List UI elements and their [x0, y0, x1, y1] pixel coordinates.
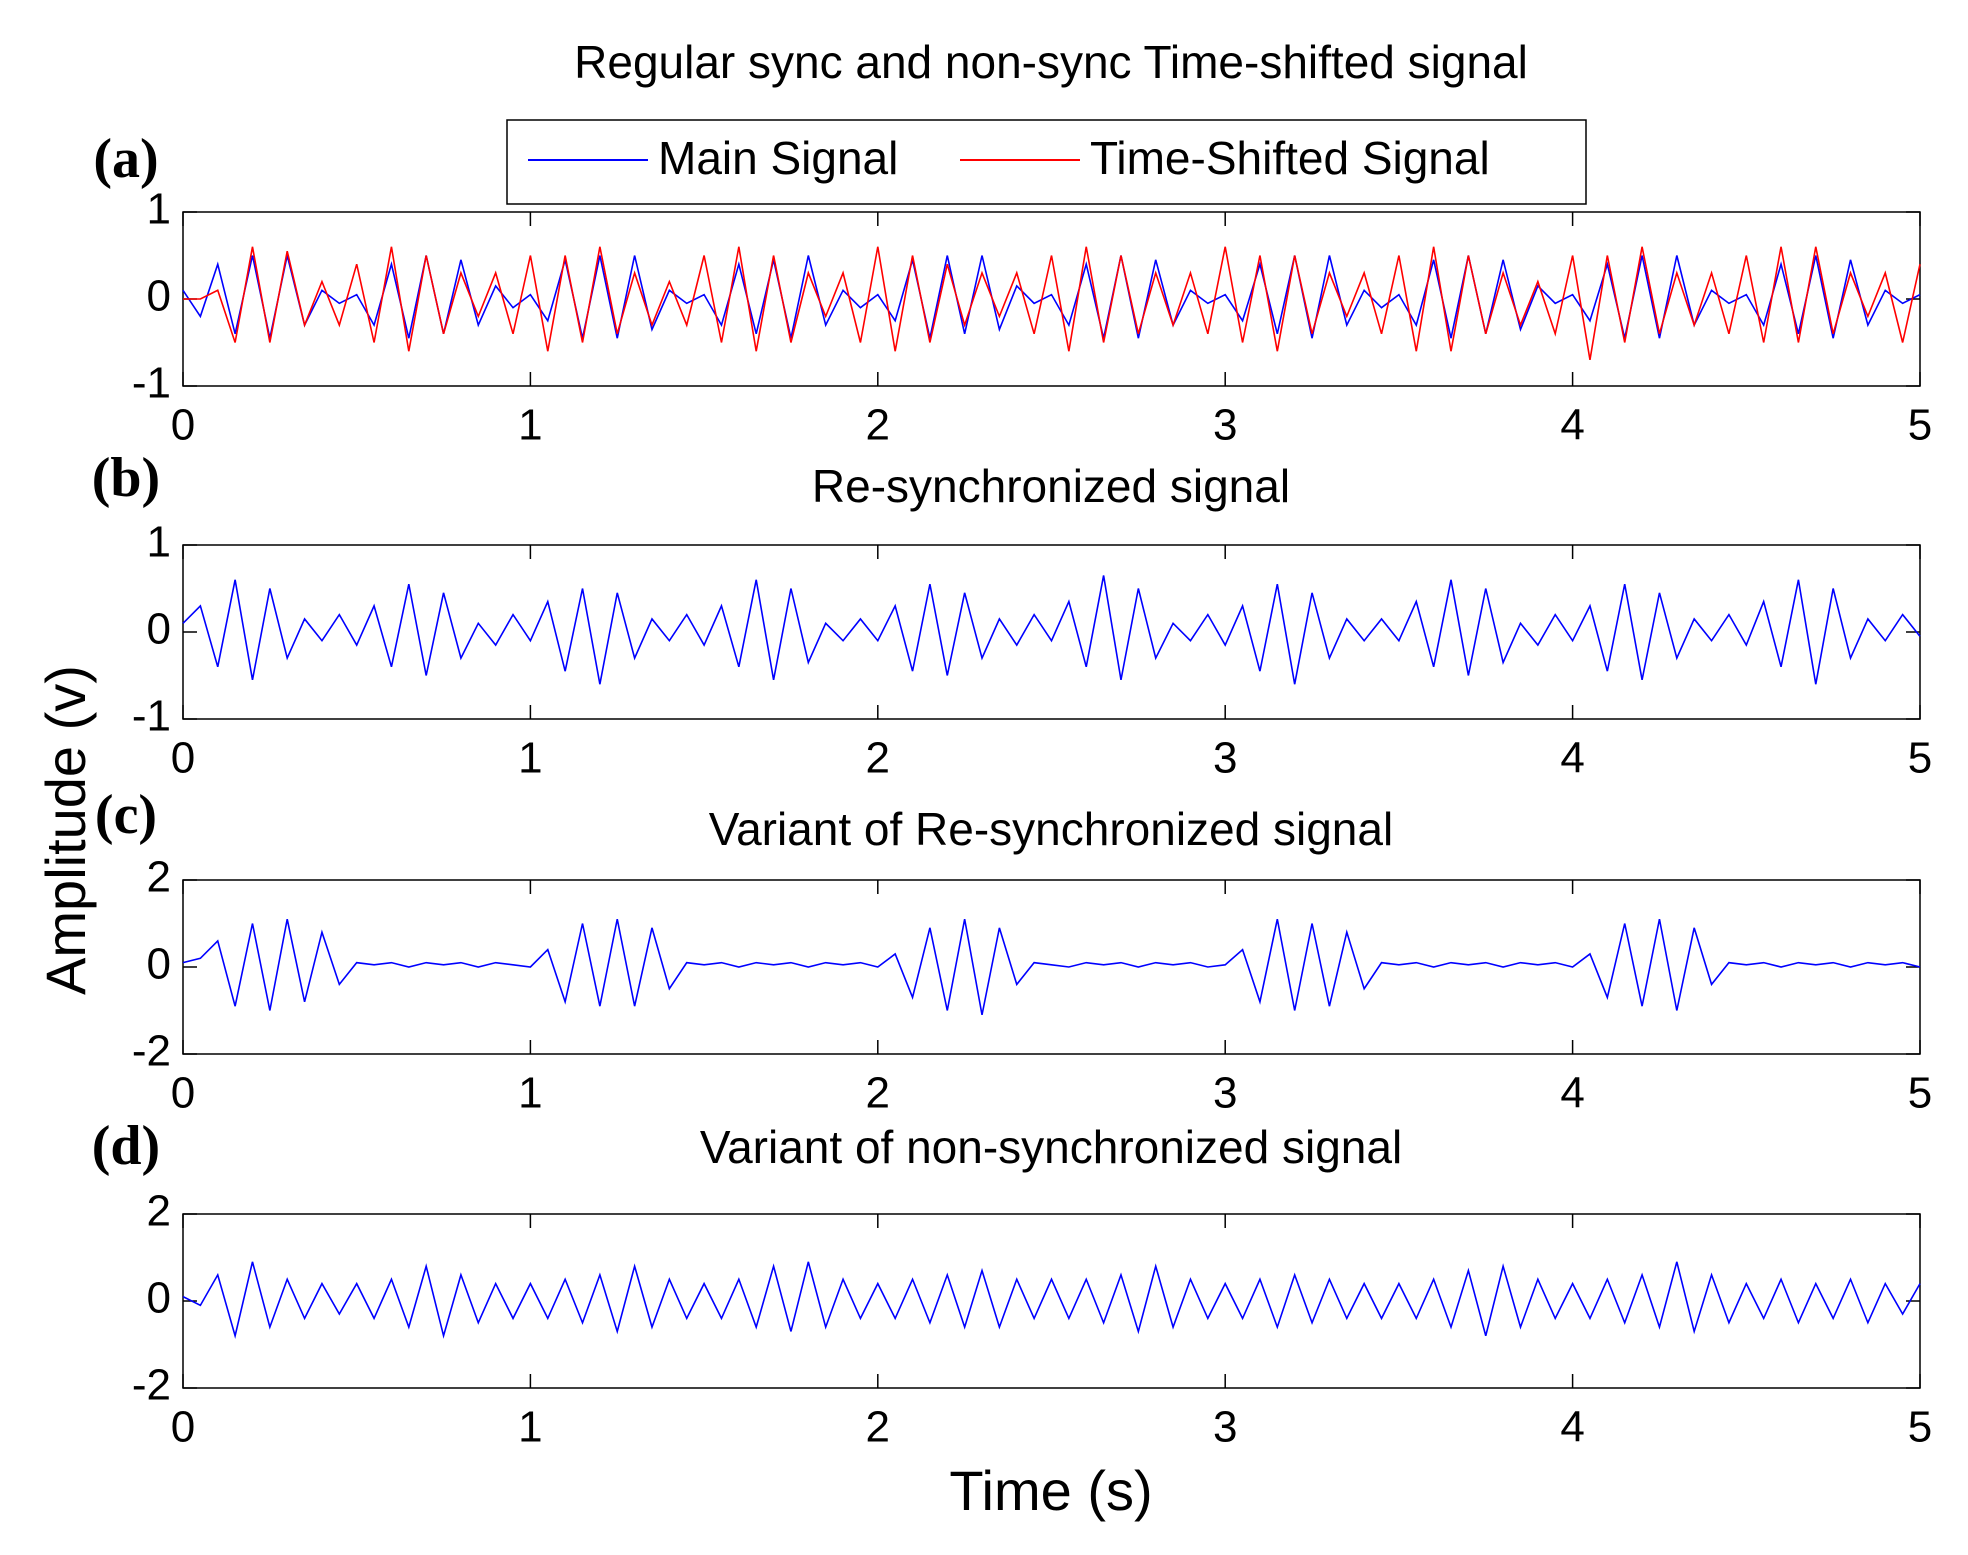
panel-label: (a) [93, 128, 158, 190]
y-axis-label: Amplitude (v) [34, 665, 97, 995]
y-tick-label: 0 [147, 940, 171, 989]
x-tick-label: 2 [866, 1403, 890, 1452]
legend-label: Main Signal [658, 132, 898, 184]
signal-line [182, 1261, 1921, 1339]
x-tick-label: 1 [518, 401, 542, 450]
panel-title: Regular sync and non-sync Time-shifted s… [574, 36, 1528, 88]
panel-title: Variant of Re-synchronized signal [709, 803, 1393, 855]
x-tick-label: 0 [171, 734, 195, 783]
signal-line [182, 575, 1921, 685]
y-tick-label: 1 [147, 518, 171, 567]
axes-box [182, 1213, 1921, 1389]
y-tick-label: 0 [147, 272, 171, 321]
x-tick-label: 5 [1908, 1069, 1932, 1118]
panel-title: Re-synchronized signal [812, 460, 1290, 512]
axes-box [182, 211, 1921, 387]
y-tick-label: -1 [132, 692, 171, 741]
x-tick-label: 3 [1213, 734, 1237, 783]
x-tick-label: 4 [1560, 734, 1584, 783]
legend-box [506, 119, 1587, 205]
x-tick-label: 1 [518, 1403, 542, 1452]
x-tick-label: 0 [171, 401, 195, 450]
x-tick-label: 5 [1908, 1403, 1932, 1452]
x-tick-label: 2 [866, 1069, 890, 1118]
x-tick-label: 0 [171, 1069, 195, 1118]
y-tick-label: 2 [147, 1187, 171, 1236]
x-tick-label: 1 [518, 1069, 542, 1118]
axes-box [182, 879, 1921, 1055]
y-tick-label: 2 [147, 853, 171, 902]
x-tick-label: 2 [866, 401, 890, 450]
x-tick-label: 4 [1560, 1069, 1584, 1118]
panel-label: (c) [95, 784, 157, 846]
panel-label: (b) [92, 447, 160, 509]
y-tick-label: -1 [132, 359, 171, 408]
legend-label: Time-Shifted Signal [1090, 132, 1490, 184]
panel-label: (d) [92, 1115, 160, 1177]
x-axis-label: Time (s) [949, 1459, 1152, 1522]
axes-box [182, 544, 1921, 720]
y-tick-label: -2 [132, 1027, 171, 1076]
x-tick-label: 1 [518, 734, 542, 783]
x-tick-label: 2 [866, 734, 890, 783]
x-tick-label: 4 [1560, 401, 1584, 450]
signal-line [182, 918, 1921, 1016]
x-tick-label: 5 [1908, 734, 1932, 783]
x-tick-label: 0 [171, 1403, 195, 1452]
x-tick-label: 3 [1213, 1069, 1237, 1118]
x-tick-label: 5 [1908, 401, 1932, 450]
x-tick-label: 4 [1560, 1403, 1584, 1452]
x-tick-label: 3 [1213, 1403, 1237, 1452]
y-tick-label: -2 [132, 1361, 171, 1410]
panel-title: Variant of non-synchronized signal [700, 1121, 1402, 1173]
x-tick-label: 3 [1213, 401, 1237, 450]
signal-line [183, 246, 1921, 361]
y-tick-label: 0 [147, 605, 171, 654]
y-tick-label: 1 [147, 185, 171, 234]
y-tick-label: 0 [147, 1274, 171, 1323]
